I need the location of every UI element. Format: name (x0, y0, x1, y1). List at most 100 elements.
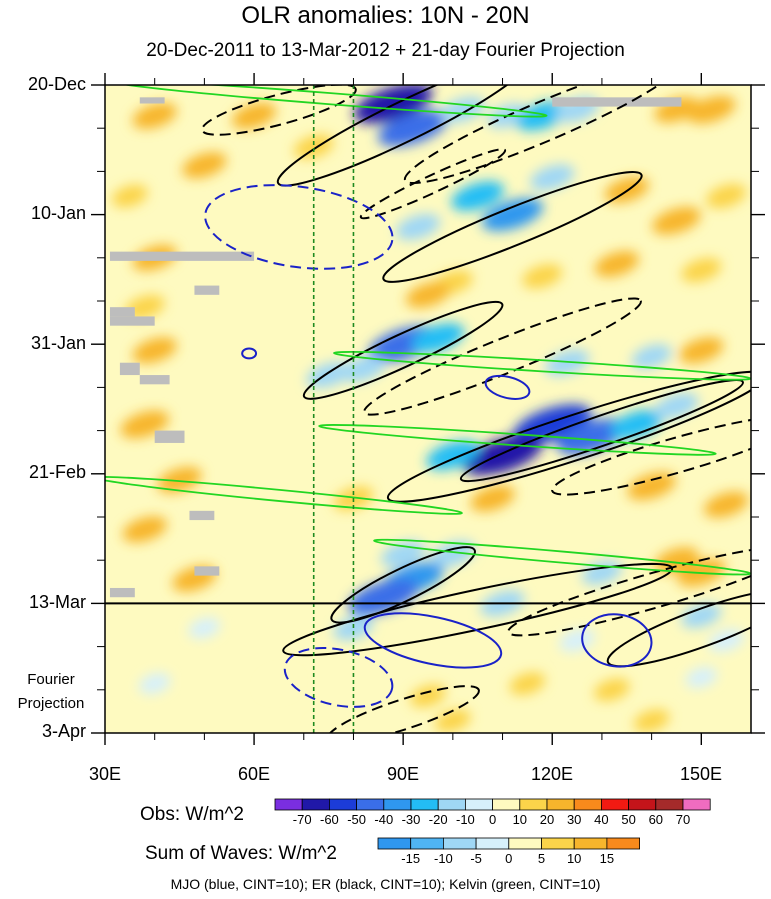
x-tick-label-0: 30E (88, 764, 122, 784)
obs-legend-swatch-2 (328, 798, 357, 811)
anomaly-blob-47 (627, 472, 676, 500)
missing-data-2 (109, 251, 255, 261)
y-tick-label-1: 10-Jan (30, 203, 86, 223)
obs-legend-level-3: -40 (374, 812, 393, 827)
anomaly-blob-48 (703, 491, 749, 518)
waves-legend-level-4: 5 (538, 851, 545, 866)
anomaly-blob-24 (681, 258, 722, 283)
obs-legend-swatch-13 (628, 798, 657, 811)
y-tick-label-0: 20-Dec (27, 74, 86, 94)
anomaly-blobs (111, 85, 749, 733)
anomaly-blob-39 (654, 392, 699, 419)
obs-legend-level-9: 20 (540, 812, 554, 827)
anomaly-blob-11 (182, 152, 227, 179)
anomaly-blob-40 (132, 337, 177, 364)
obs-legend-level-5: -20 (429, 812, 448, 827)
obs-legend-swatch-15 (682, 798, 711, 811)
obs-legend-level-11: 40 (594, 812, 608, 827)
anomaly-blob-46 (470, 485, 515, 512)
waves-legend-level-3: 0 (505, 851, 512, 866)
anomaly-blob-62 (410, 684, 446, 708)
x-tick-label-4: 150E (679, 764, 723, 784)
missing-data-7 (139, 375, 170, 385)
kelvin-contour-24 (105, 476, 463, 515)
missing-data-9 (189, 510, 215, 521)
anomaly-blob-32 (631, 344, 672, 369)
anomaly-blob-21 (405, 281, 451, 308)
anomaly-blob-8 (132, 102, 177, 129)
y-tick-label-3: 21-Feb (28, 462, 86, 482)
waves-legend-swatch-5 (541, 837, 575, 850)
waves-legend-level-1: -10 (434, 851, 453, 866)
anomaly-blob-67 (138, 673, 171, 695)
obs-legend-swatch-4 (383, 798, 412, 811)
waves-legend-swatch-6 (573, 837, 608, 850)
chart-title: OLR anomalies: 10N - 20N (241, 2, 530, 29)
obs-legend-level-8: 10 (513, 812, 527, 827)
axis-layer (91, 73, 765, 745)
obs-legend-level-1: -60 (320, 812, 339, 827)
obs-legend-level-12: 50 (621, 812, 635, 827)
obs-legend-level-14: 70 (676, 812, 690, 827)
x-tick-label-3: 120E (530, 764, 574, 784)
missing-data-4 (109, 307, 135, 317)
er-contour-12 (551, 414, 751, 496)
obs-legend-swatch-7 (464, 798, 493, 811)
legend-layer: -70 -60 -50 -40 -30 -20 -10 0 10 20 30 40 50 60 70-15-… (274, 798, 711, 866)
waves-legend-swatch-1 (410, 837, 444, 850)
mjo-contour-15 (204, 184, 394, 270)
mjo-contour-18 (581, 613, 653, 668)
obs-legend-swatch-3 (356, 798, 385, 811)
anomaly-blob-36 (556, 418, 628, 455)
obs-legend-swatch-5 (410, 798, 439, 811)
obs-legend-level-2: -50 (347, 812, 366, 827)
anomaly-blob-14 (481, 198, 544, 232)
obs-legend-swatch-12 (601, 798, 630, 811)
projection-label-line-2: Projection (17, 695, 85, 712)
waves-legend-level-0: -15 (401, 851, 420, 866)
waves-legend-level-2: -5 (470, 851, 482, 866)
anomaly-blob-30 (306, 362, 351, 389)
chart-subtitle: 20-Dec-2011 to 13-Mar-2012 + 21-day Four… (146, 40, 625, 61)
waves-legend-level-6: 15 (600, 851, 614, 866)
anomaly-blob-63 (593, 678, 630, 702)
missing-data-1 (552, 97, 682, 107)
anomaly-blob-64 (633, 709, 670, 732)
x-tick-label-1: 60E (237, 764, 271, 784)
anomaly-blob-66 (188, 617, 221, 639)
obs-legend-level-0: -70 (293, 812, 312, 827)
anomaly-blob-38 (610, 409, 664, 440)
missing-data-3 (194, 285, 220, 295)
waves-legend-swatch-0 (377, 837, 412, 850)
er-contour-5 (330, 546, 476, 624)
mjo-contour-20 (241, 347, 258, 360)
mjo-contour-17 (283, 647, 394, 708)
obs-legend-title: Obs: W/m^2 (140, 804, 244, 825)
er-contour-0 (276, 85, 530, 187)
anomaly-blob-33 (679, 337, 724, 364)
anomaly-blob-42 (157, 467, 202, 493)
er-contour-1 (382, 171, 643, 283)
er-contour-8 (201, 85, 357, 136)
obs-legend-level-13: 60 (649, 812, 663, 827)
er-contour-14 (326, 685, 480, 733)
anomaly-blob-0 (353, 85, 433, 124)
contour-layer (105, 85, 751, 733)
kelvin-contour-23 (318, 424, 717, 456)
anomaly-blob-70 (685, 667, 718, 688)
kelvin-contour-21 (109, 85, 548, 118)
anomaly-blob-59 (681, 603, 722, 628)
obs-legend-level-4: -30 (402, 812, 421, 827)
waves-legend-swatch-2 (442, 837, 477, 850)
er-contour-3 (386, 370, 751, 503)
anomaly-blob-58 (559, 629, 595, 652)
anomaly-blob-37 (426, 440, 480, 470)
plot-frame (104, 84, 752, 734)
contour-legend-note: MJO (blue, CINT=10); ER (black, CINT=10)… (170, 876, 601, 892)
mjo-contour-16 (363, 612, 503, 669)
er-contour-4 (459, 379, 744, 483)
mjo-contour-19 (484, 374, 531, 400)
anomaly-blob-52 (348, 579, 419, 616)
anomaly-blob-9 (231, 102, 277, 129)
anomaly-blob-28 (411, 323, 465, 353)
